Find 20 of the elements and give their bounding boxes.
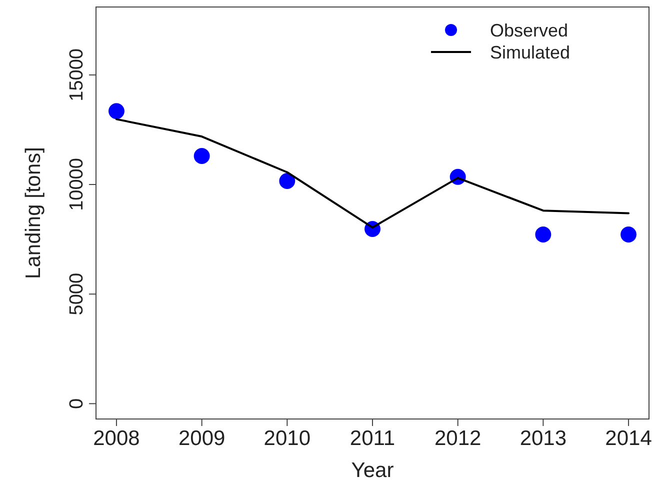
x-tick-label: 2014 — [605, 426, 652, 450]
x-tick-label: 2013 — [520, 426, 567, 450]
point — [194, 148, 210, 164]
x-tick-label: 2008 — [93, 426, 140, 450]
point — [620, 226, 636, 242]
y-tick-label: 5000 — [66, 272, 88, 316]
y-tick-label: 10000 — [66, 158, 88, 211]
x-tick-label: 2010 — [264, 426, 311, 450]
y-axis-title: Landing [tons] — [22, 147, 45, 279]
y-tick-label: 0 — [66, 398, 88, 409]
x-tick-label: 2009 — [178, 426, 226, 450]
y-tick-label: 15000 — [66, 48, 88, 102]
point — [279, 173, 296, 189]
x-tick-label: 2012 — [434, 426, 482, 450]
legend-label: Observed — [490, 20, 568, 40]
legend-label: Simulated — [490, 42, 570, 62]
x-tick-label: 2011 — [350, 426, 396, 450]
x-axis-title: Year — [351, 459, 394, 482]
point — [535, 226, 552, 242]
point — [108, 103, 124, 120]
